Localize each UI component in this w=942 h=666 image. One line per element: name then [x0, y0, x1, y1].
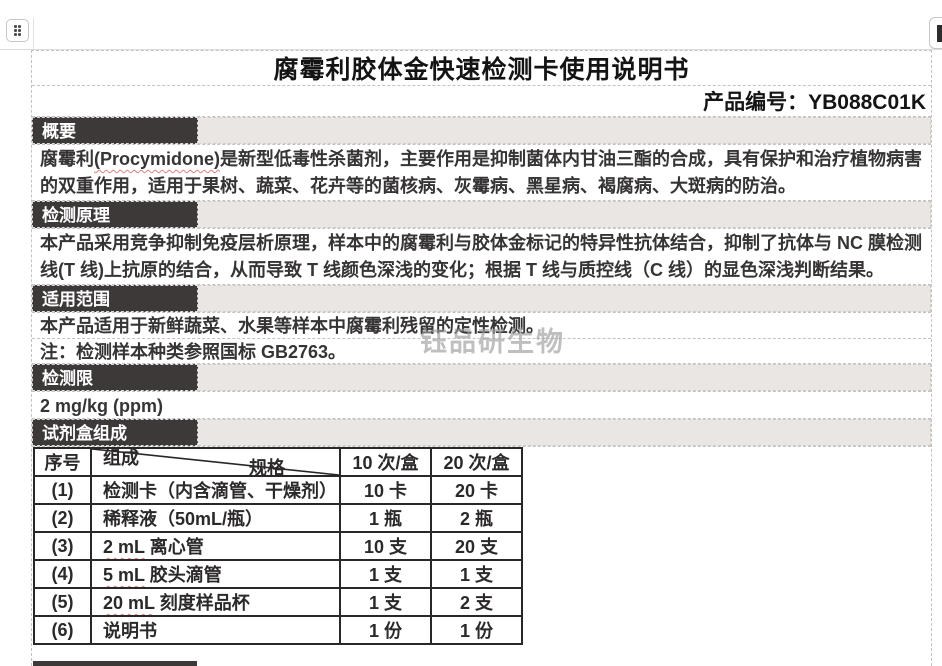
drag-dots-icon — [14, 25, 22, 37]
diagonal-divider-line — [92, 449, 339, 475]
product-code: 产品编号：YB088C01K — [32, 86, 931, 117]
next-section-header-partial — [33, 661, 197, 666]
header-spec-label: 规格 — [249, 458, 285, 476]
editor-toolbar — [0, 0, 942, 50]
row-item: 20 mL 刻度样品杯 — [90, 587, 341, 617]
table-row: (3) 2 mL 离心管 10 支 20 支 — [33, 531, 523, 561]
row-no: (6) — [33, 615, 92, 645]
document-title: 腐霉利胶体金快速检测卡使用说明书 — [32, 51, 931, 86]
row-qty10: 10 卡 — [339, 475, 432, 505]
table-row: (4) 5 mL 胶头滴管 1 支 1 支 — [33, 559, 523, 589]
row-item-text: 胶头滴管 — [144, 565, 222, 585]
row-item-mark: 20 mL — [103, 593, 155, 613]
document-area: 腐霉利胶体金快速检测卡使用说明书 产品编号：YB088C01K 概要 腐霉利(P… — [31, 50, 932, 666]
row-item: 检测卡（内含滴管、干燥剂） — [90, 475, 341, 505]
row-item-text: 检测卡（内含滴管、干燥剂） — [103, 481, 337, 501]
scope-note: 注：检测样本种类参照国标 GB2763。 — [32, 339, 931, 364]
row-qty20: 2 瓶 — [430, 503, 523, 533]
row-qty20: 1 支 — [430, 559, 523, 589]
section-header-row-principle: 检测原理 — [32, 201, 931, 229]
table-row: (5) 20 mL 刻度样品杯 1 支 2 支 — [33, 587, 523, 617]
row-item-mark: 5 mL — [103, 565, 145, 585]
summary-text-spellcheck: (Procymidone) — [94, 149, 221, 169]
limit-value: 2 mg/kg (ppm) — [32, 392, 931, 419]
header-col-10: 10 次/盒 — [339, 447, 432, 477]
section-heading-limit: 检测限 — [32, 364, 198, 391]
clipped-toolbar-icon — [937, 25, 942, 42]
summary-paragraph: 腐霉利(Procymidone)是新型低毒性杀菌剂，主要作用是抑制菌体内甘油三酯… — [32, 145, 931, 201]
row-item-text: 说明书 — [103, 621, 157, 641]
drag-handle-button[interactable] — [6, 19, 29, 42]
summary-text-pre: 腐霉利 — [40, 149, 94, 169]
row-item-mark: 2 mL — [103, 537, 145, 557]
table-row: (2) 稀释液（50mL/瓶） 1 瓶 2 瓶 — [33, 503, 523, 533]
row-qty10: 1 瓶 — [339, 503, 432, 533]
row-qty20: 1 份 — [430, 615, 523, 645]
row-qty20: 20 支 — [430, 531, 523, 561]
row-qty20: 2 支 — [430, 587, 523, 617]
row-item: 稀释液（50mL/瓶） — [90, 503, 341, 533]
row-qty10: 1 份 — [339, 615, 432, 645]
section-header-row-scope: 适用范围 — [32, 285, 931, 313]
section-heading-band — [198, 117, 931, 144]
row-item-text: 离心管 — [144, 537, 204, 557]
row-qty20: 20 卡 — [430, 475, 523, 505]
kit-composition-table: 序号 规格 组成 10 次/盒 20 次/盒 (1) 检测卡（内含滴管、干燥剂）… — [33, 447, 523, 645]
row-item-text: 稀释液（50mL/瓶） — [103, 509, 264, 529]
table-row: (1) 检测卡（内含滴管、干燥剂） 10 卡 20 卡 — [33, 475, 523, 505]
row-item: 2 mL 离心管 — [90, 531, 341, 561]
section-heading-summary: 概要 — [32, 117, 198, 144]
section-heading-band — [198, 201, 931, 228]
row-no: (4) — [33, 559, 92, 589]
row-qty10: 1 支 — [339, 559, 432, 589]
row-no: (5) — [33, 587, 92, 617]
row-no: (3) — [33, 531, 92, 561]
row-no: (2) — [33, 503, 92, 533]
toolbar-separator — [33, 18, 34, 50]
section-heading-scope: 适用范围 — [32, 285, 198, 312]
scope-paragraph: 本产品适用于新鲜蔬菜、水果等样本中腐霉利残留的定性检测。 — [32, 313, 931, 339]
section-header-row-limit: 检测限 — [32, 364, 931, 392]
header-component-label: 组成 — [103, 448, 139, 468]
section-header-row-kit: 试剂盒组成 — [32, 419, 931, 447]
clipped-toolbar-button[interactable] — [929, 17, 942, 49]
row-no: (1) — [33, 475, 92, 505]
row-item-text: 刻度样品杯 — [154, 593, 250, 613]
header-col-20: 20 次/盒 — [430, 447, 523, 477]
principle-paragraph: 本产品采用竞争抑制免疫层析原理，样本中的腐霉利与胶体金标记的特异性抗体结合，抑制… — [32, 229, 931, 285]
section-heading-kit: 试剂盒组成 — [32, 419, 198, 446]
header-diagonal-cell: 规格 组成 — [90, 447, 341, 477]
table-row: (6) 说明书 1 份 1 份 — [33, 615, 523, 645]
section-heading-band — [198, 419, 931, 446]
row-qty10: 1 支 — [339, 587, 432, 617]
summary-text-rest: 是新型低毒性杀菌剂，主要作用是抑制菌体内甘油三酯的合成，具有保护和治疗植物病害的… — [40, 149, 923, 196]
row-qty10: 10 支 — [339, 531, 432, 561]
header-col-no: 序号 — [33, 447, 92, 477]
section-heading-band — [198, 364, 931, 391]
section-header-row-summary: 概要 — [32, 117, 931, 145]
section-heading-band — [198, 285, 931, 312]
row-item: 说明书 — [90, 615, 341, 645]
row-item: 5 mL 胶头滴管 — [90, 559, 341, 589]
section-heading-principle: 检测原理 — [32, 201, 198, 228]
table-header-row: 序号 规格 组成 10 次/盒 20 次/盒 — [33, 447, 523, 477]
